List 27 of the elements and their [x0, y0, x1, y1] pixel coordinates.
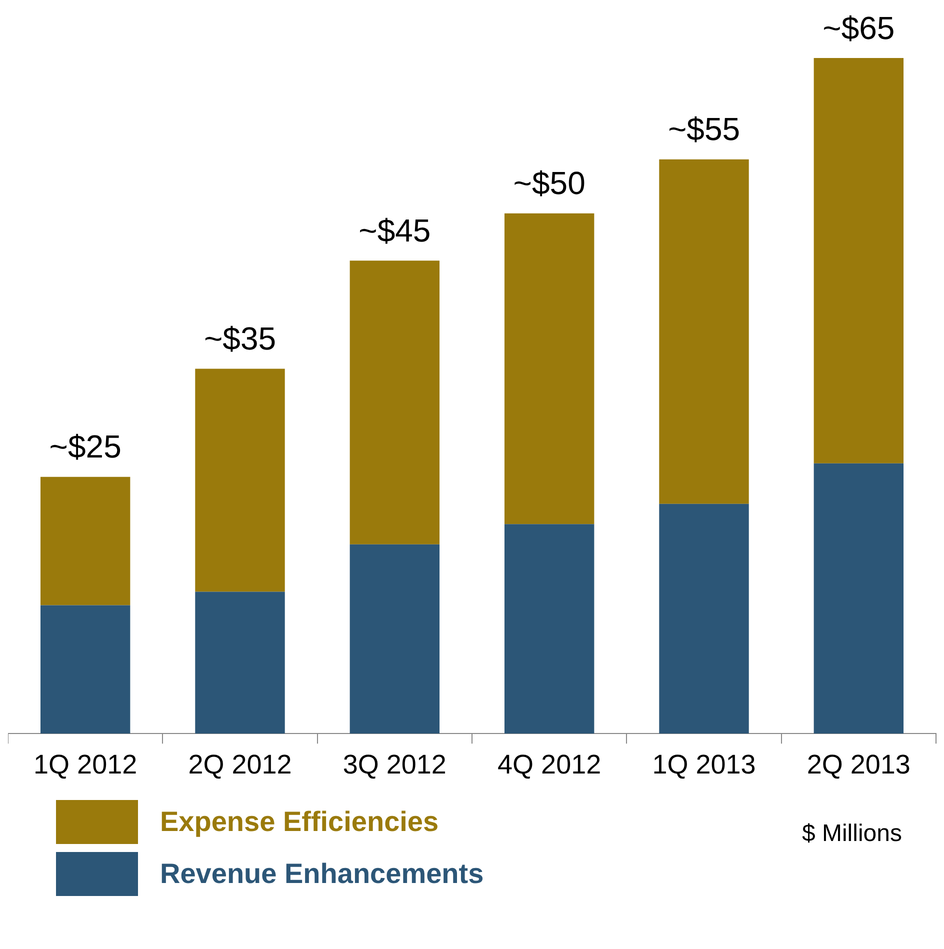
x-tick-label: 2Q 2012 — [188, 749, 292, 780]
bar — [195, 592, 285, 734]
bar — [659, 159, 749, 504]
annotation: ~$25 — [49, 428, 122, 465]
annotation: ~$65 — [822, 10, 895, 46]
text: $ Millions — [802, 820, 902, 848]
annotation: ~$55 — [668, 111, 740, 148]
annotation: ~$45 — [358, 212, 431, 249]
x-tick-label: 1Q 2013 — [652, 749, 756, 780]
bar — [350, 260, 440, 544]
bar — [504, 524, 594, 734]
bar — [40, 476, 130, 606]
bar — [350, 544, 440, 734]
annotation: ~$50 — [513, 165, 586, 202]
legend-label: Expense Efficiencies — [160, 806, 439, 838]
bar — [659, 504, 749, 734]
legend-label: Revenue Enhancements — [160, 858, 484, 890]
bar — [504, 213, 594, 524]
x-tick-label: 3Q 2012 — [342, 749, 446, 780]
x-tick-label: 2Q 2013 — [806, 749, 910, 780]
bar — [814, 463, 904, 734]
bar — [814, 58, 904, 464]
x-tick-label: 4Q 2012 — [498, 749, 602, 780]
bar — [195, 368, 285, 592]
bar — [40, 605, 130, 734]
annotation: ~$35 — [204, 320, 276, 357]
x-tick-label: 1Q 2012 — [34, 749, 138, 780]
